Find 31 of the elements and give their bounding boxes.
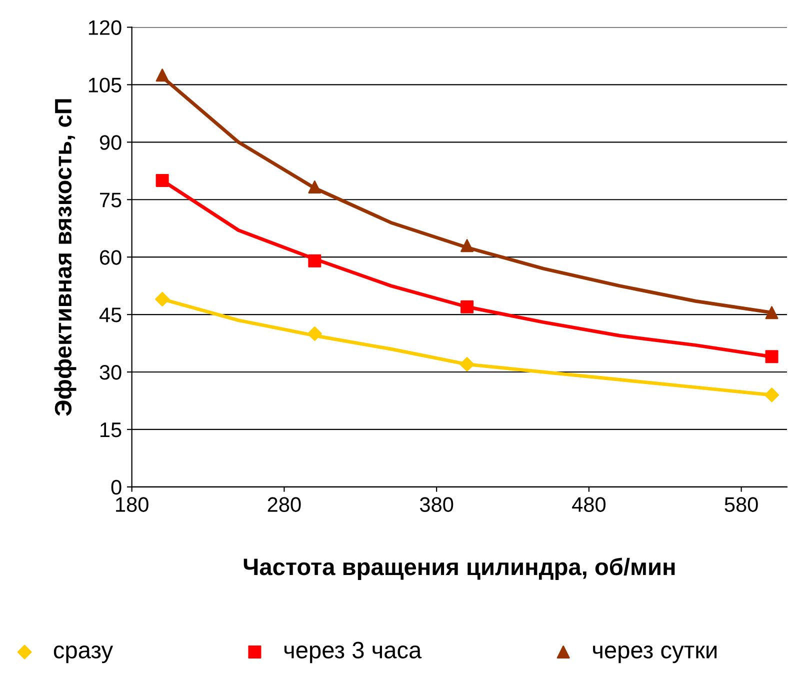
y-tick-label: 30 xyxy=(100,365,122,380)
x-tick-label: 480 xyxy=(572,497,606,512)
legend-label: через 3 часа xyxy=(284,642,422,664)
y-tick-label: 0 xyxy=(111,480,122,495)
point xyxy=(764,388,780,402)
point xyxy=(155,292,170,306)
x-tick-label: 180 xyxy=(116,497,148,512)
y-axis-title: Эффективная вязкость, сП xyxy=(54,99,76,416)
point xyxy=(308,180,322,194)
y-tick-label: 75 xyxy=(100,192,122,208)
x-axis-title: Частота вращения цилиндра, об/мин xyxy=(244,558,675,580)
point xyxy=(765,306,778,320)
point xyxy=(307,326,322,341)
point xyxy=(460,239,474,252)
y-tick-label: 45 xyxy=(99,308,122,322)
y-tick-label: 15 xyxy=(100,422,122,438)
point xyxy=(460,357,474,372)
y-tick-label: 90 xyxy=(100,135,122,150)
x-tick-label: 280 xyxy=(268,497,301,512)
y-tick-label: 105 xyxy=(88,78,122,92)
legend-label: сразу xyxy=(54,646,114,664)
y-tick-label: 60 xyxy=(100,250,122,265)
legend-label: через сутки xyxy=(593,646,717,664)
y-tick-label: 120 xyxy=(88,20,122,35)
point xyxy=(460,300,474,314)
x-tick-label: 380 xyxy=(420,497,454,512)
x-tick-label: 580 xyxy=(724,497,758,512)
point xyxy=(765,350,778,364)
point xyxy=(308,254,322,268)
point xyxy=(156,174,169,187)
point xyxy=(156,68,169,82)
